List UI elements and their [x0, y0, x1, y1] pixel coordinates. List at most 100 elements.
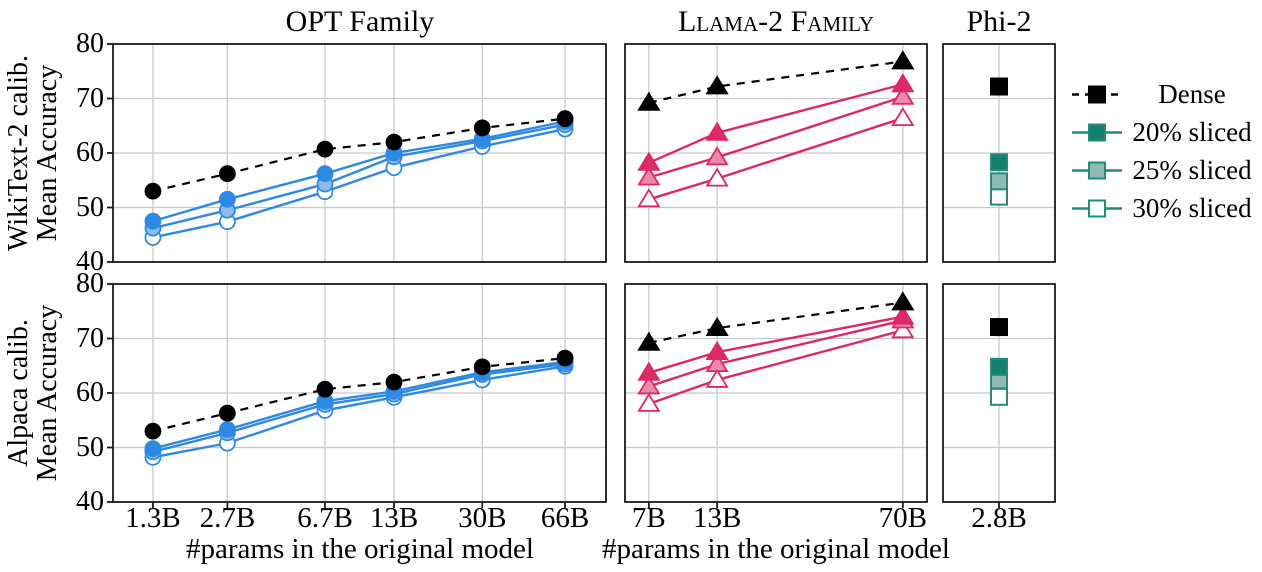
data-point-marker: [218, 404, 236, 422]
data-point-marker: [637, 151, 661, 171]
data-point-marker: [473, 358, 491, 376]
panel-title-llama: Llama-2 Family: [677, 5, 875, 38]
data-point-marker: [891, 73, 915, 93]
data-point-marker: [385, 133, 403, 151]
x-tick-label: 13B: [692, 502, 742, 534]
x-tick-label: 30B: [458, 502, 507, 534]
data-point-marker: [891, 50, 915, 70]
y-tick-label: 70: [76, 322, 104, 354]
data-point-marker: [473, 119, 491, 137]
chart-panel: [624, 283, 928, 508]
data-point-marker: [705, 121, 729, 141]
series-line: [648, 319, 904, 388]
x-axis-label-opt: #params in the original model: [186, 533, 534, 565]
x-tick-label: 2.8B: [971, 502, 1027, 534]
legend-item-25-sliced: 25% sliced: [1070, 156, 1262, 185]
legend-marker-s20: [1072, 123, 1122, 142]
data-point-marker: [385, 373, 403, 391]
data-point-marker: [705, 368, 729, 388]
series-line: [648, 95, 904, 179]
data-point-marker: [990, 187, 1008, 206]
data-point-marker: [705, 352, 729, 373]
x-tick-label: 13B: [369, 502, 419, 534]
chart-panel: [107, 283, 607, 508]
data-point-marker: [891, 305, 915, 325]
data-point-marker: [637, 392, 661, 412]
series-line: [152, 123, 566, 230]
series-line: [648, 60, 903, 104]
legend-item-label: Dense: [1158, 79, 1226, 109]
x-tick-label: 6.7B: [297, 502, 353, 534]
y-tick-label: 70: [76, 82, 104, 114]
series-line: [648, 301, 903, 344]
chart-panel: [942, 43, 1056, 263]
data-point-marker: [705, 316, 729, 337]
y-tick-label: 40: [76, 246, 104, 277]
series-line: [152, 120, 566, 223]
data-point-marker: [990, 357, 1008, 376]
y-axis-label-line1: Alpaca calib.: [3, 319, 34, 467]
data-point-marker: [218, 421, 236, 438]
chart-panel: [624, 43, 928, 263]
y-tick-label: 50: [76, 191, 104, 223]
panel-title-phi: Phi-2: [966, 5, 1032, 38]
series-line: [152, 357, 566, 433]
series-line: [152, 360, 566, 450]
data-point-marker: [637, 166, 661, 186]
data-point-marker: [637, 331, 661, 351]
series-line: [648, 116, 904, 201]
data-point-marker: [705, 146, 729, 166]
chart-panel: [107, 43, 607, 263]
panel-title-opt: OPT Family: [285, 5, 435, 38]
legend-item-dense: Dense: [1070, 80, 1262, 109]
data-point-marker: [637, 361, 661, 381]
legend-item-20-sliced: 20% sliced: [1070, 118, 1262, 147]
legend: Dense 20% sliced 25% sliced 30% sliced: [1070, 80, 1262, 223]
data-point-marker: [316, 165, 334, 183]
y-tick-label: 80: [76, 28, 104, 59]
x-tick-label: 2.7B: [199, 502, 256, 534]
series-line: [152, 127, 566, 239]
data-point-marker: [990, 318, 1008, 337]
data-point-marker: [891, 291, 915, 311]
data-point-marker: [637, 91, 661, 111]
data-point-marker: [144, 440, 162, 457]
series-line: [152, 365, 566, 459]
y-tick-label: 50: [76, 431, 104, 463]
x-tick-label: 66B: [540, 502, 590, 534]
data-point-marker: [705, 340, 729, 361]
data-point-marker: [637, 375, 661, 395]
data-point-marker: [637, 188, 661, 208]
chart-panel: [942, 283, 1056, 508]
x-tick-label: 70B: [878, 502, 927, 534]
data-point-marker: [556, 110, 574, 128]
data-point-marker: [144, 182, 162, 200]
y-tick-label: 60: [76, 137, 104, 168]
data-point-marker: [891, 319, 915, 339]
legend-item-label: 25% sliced: [1132, 155, 1252, 185]
legend-item-label: 20% sliced: [1132, 117, 1252, 147]
data-point-marker: [990, 77, 1008, 96]
data-point-marker: [990, 387, 1008, 406]
data-point-marker: [144, 422, 162, 440]
x-tick-label: 1.3B: [125, 502, 181, 534]
legend-marker-s25: [1072, 161, 1122, 180]
legend-marker-dense: [1072, 85, 1122, 104]
data-point-marker: [990, 172, 1008, 191]
data-point-marker: [705, 167, 729, 187]
data-point-marker: [144, 212, 162, 230]
x-axis-label-llama: #params in the original model: [602, 533, 950, 565]
legend-item-label: 30% sliced: [1132, 193, 1252, 223]
series-line: [152, 362, 566, 454]
series-line: [648, 83, 904, 164]
data-point-marker: [705, 75, 729, 95]
legend-item-30-sliced: 30% sliced: [1070, 194, 1262, 223]
y-axis-label-line1: WikiText-2 calib.: [3, 55, 34, 251]
data-point-marker: [891, 106, 915, 127]
y-tick-label: 60: [76, 377, 104, 408]
y-tick-label: 80: [76, 268, 104, 299]
data-point-marker: [556, 349, 574, 367]
legend-marker-s30: [1072, 199, 1122, 218]
data-point-marker: [218, 190, 236, 208]
